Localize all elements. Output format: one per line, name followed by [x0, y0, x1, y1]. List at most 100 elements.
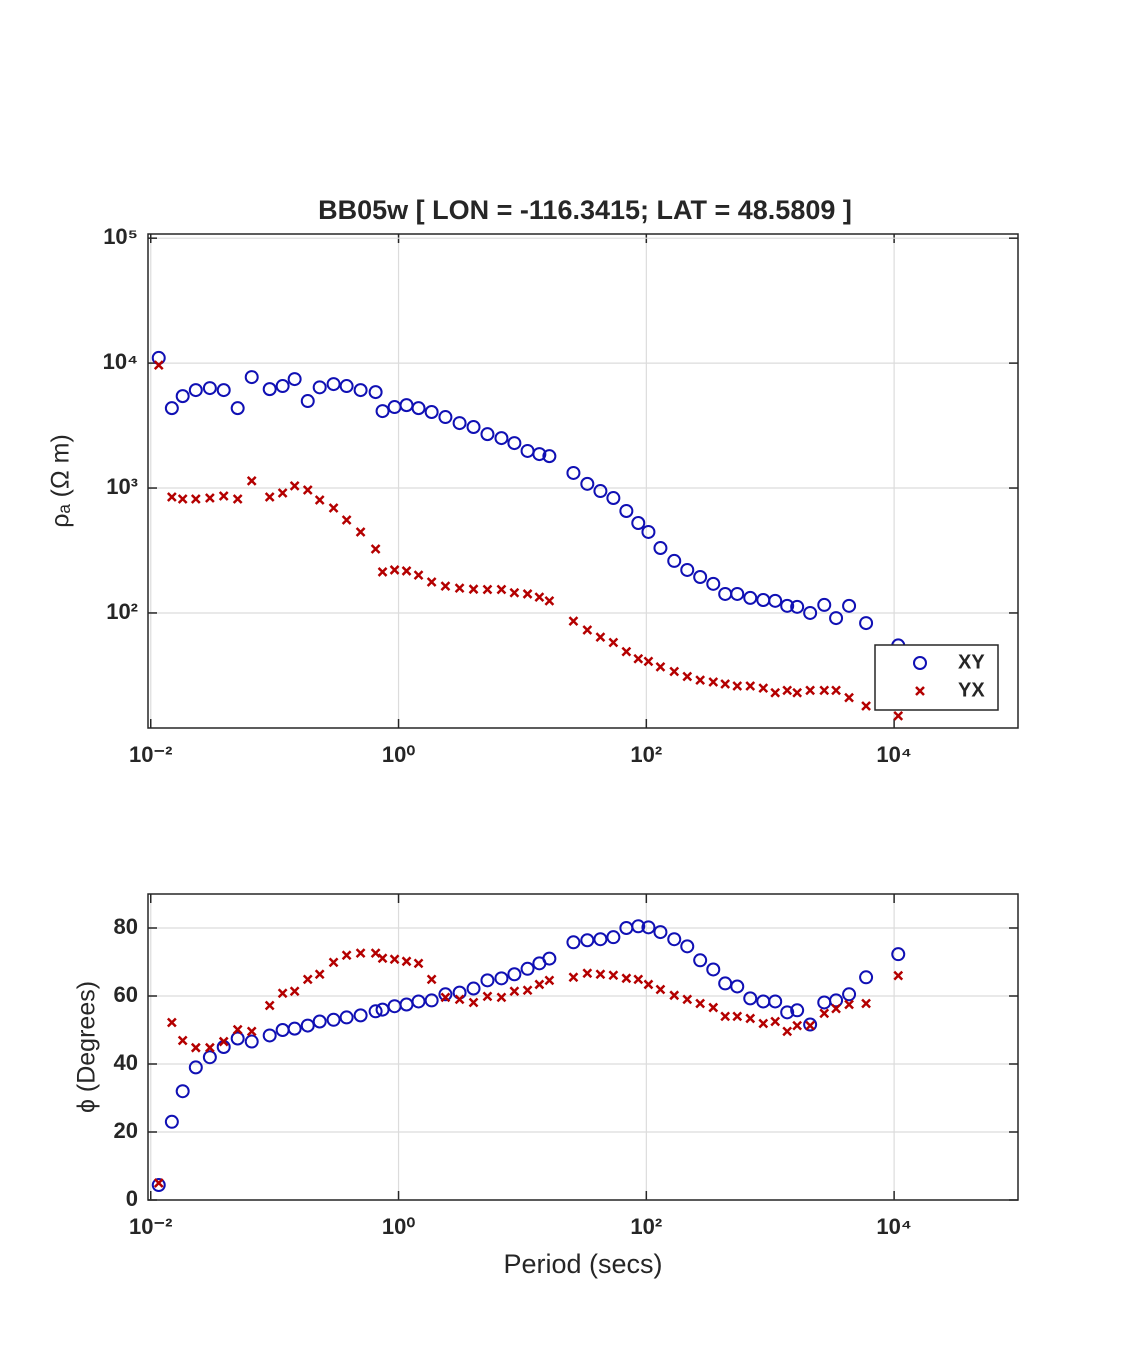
data-point: [287, 1021, 302, 1036]
data-point: [244, 1034, 259, 1049]
data-point: [277, 488, 288, 498]
data-point: [859, 616, 874, 631]
data-point: [232, 1024, 243, 1035]
data-point: [466, 419, 481, 434]
data-point: [370, 544, 381, 554]
data-point: [355, 948, 366, 959]
data-point: [468, 584, 479, 595]
data-point: [494, 431, 509, 446]
data-point: [389, 565, 400, 575]
data-point: [353, 383, 368, 398]
x-tick-label: 10²: [630, 742, 662, 767]
data-point: [770, 687, 781, 698]
data-point: [580, 476, 595, 491]
data-point: [631, 919, 646, 934]
data-point: [805, 685, 816, 696]
data-point: [401, 956, 412, 967]
data-point: [190, 494, 201, 504]
data-point: [768, 994, 783, 1009]
data-point: [743, 991, 758, 1006]
data-point: [424, 405, 439, 420]
data-point: [153, 360, 164, 370]
y-tick-label: 40: [114, 1050, 138, 1075]
data-point: [693, 570, 708, 585]
data-point: [682, 671, 693, 682]
data-point: [893, 711, 904, 721]
data-point: [819, 1008, 830, 1019]
data-point: [580, 933, 595, 948]
x-tick-label: 10⁰: [382, 742, 415, 767]
data-point: [202, 381, 217, 396]
data-point: [593, 932, 608, 947]
data-point: [593, 484, 608, 499]
data-point: [175, 389, 190, 404]
y-tick-label: 10²: [106, 599, 138, 624]
data-point: [507, 967, 522, 982]
data-point: [287, 372, 302, 387]
data-point: [264, 492, 275, 502]
data-point: [708, 1002, 719, 1013]
data-point: [507, 436, 522, 451]
data-point: [440, 581, 451, 592]
data-point: [314, 969, 325, 980]
data-point: [893, 970, 904, 981]
data-point: [730, 979, 745, 994]
data-point: [792, 1020, 803, 1031]
data-point: [582, 625, 593, 635]
data-point: [216, 383, 231, 398]
data-point: [368, 1004, 383, 1019]
data-point: [653, 925, 668, 940]
data-point: [438, 987, 453, 1002]
legend-marker: [915, 686, 925, 696]
x-tick-label: 10⁻²: [129, 742, 172, 767]
data-point: [633, 653, 644, 664]
y-tick-label: 10⁴: [103, 349, 138, 374]
data-point: [608, 970, 619, 981]
data-point: [595, 632, 606, 643]
legend-label: XY: [958, 651, 985, 673]
data-point: [370, 948, 381, 959]
data-point: [669, 990, 680, 1001]
legend-label: YX: [958, 679, 985, 701]
data-point: [339, 1010, 354, 1025]
data-point: [595, 969, 606, 980]
data-point: [289, 481, 300, 491]
data-point: [377, 953, 388, 964]
data-point: [655, 662, 666, 672]
data-point: [544, 595, 555, 606]
data-point: [151, 1178, 166, 1193]
data-point: [468, 997, 479, 1008]
data-point: [743, 590, 758, 605]
data-point: [680, 939, 695, 954]
data-point: [861, 998, 871, 1009]
data-point: [204, 1042, 215, 1053]
data-point: [424, 993, 439, 1008]
data-point: [275, 379, 290, 394]
data-point: [842, 598, 857, 613]
data-point: [682, 994, 693, 1005]
x-axis-label: Period (secs): [503, 1249, 662, 1279]
x-tick-label: 10⁰: [382, 1214, 415, 1239]
data-point: [643, 979, 654, 990]
data-point: [204, 493, 215, 503]
data-point: [768, 593, 783, 608]
data-point: [522, 985, 533, 996]
data-point: [218, 491, 229, 501]
data-point: [780, 1005, 795, 1020]
data-point: [621, 646, 632, 657]
data-point: [790, 1003, 805, 1018]
data-point: [667, 553, 682, 568]
data-point: [745, 1013, 756, 1024]
data-point: [244, 370, 259, 385]
data-point: [246, 1026, 257, 1037]
data-point: [693, 953, 708, 968]
data-point: [732, 681, 743, 691]
data-point: [202, 1050, 217, 1065]
data-point: [312, 1014, 327, 1029]
data-point: [175, 1084, 190, 1099]
data-point: [817, 597, 832, 612]
data-point: [426, 577, 437, 587]
data-point: [542, 951, 557, 966]
x-tick-label: 10⁴: [876, 742, 911, 767]
data-point: [819, 685, 830, 696]
